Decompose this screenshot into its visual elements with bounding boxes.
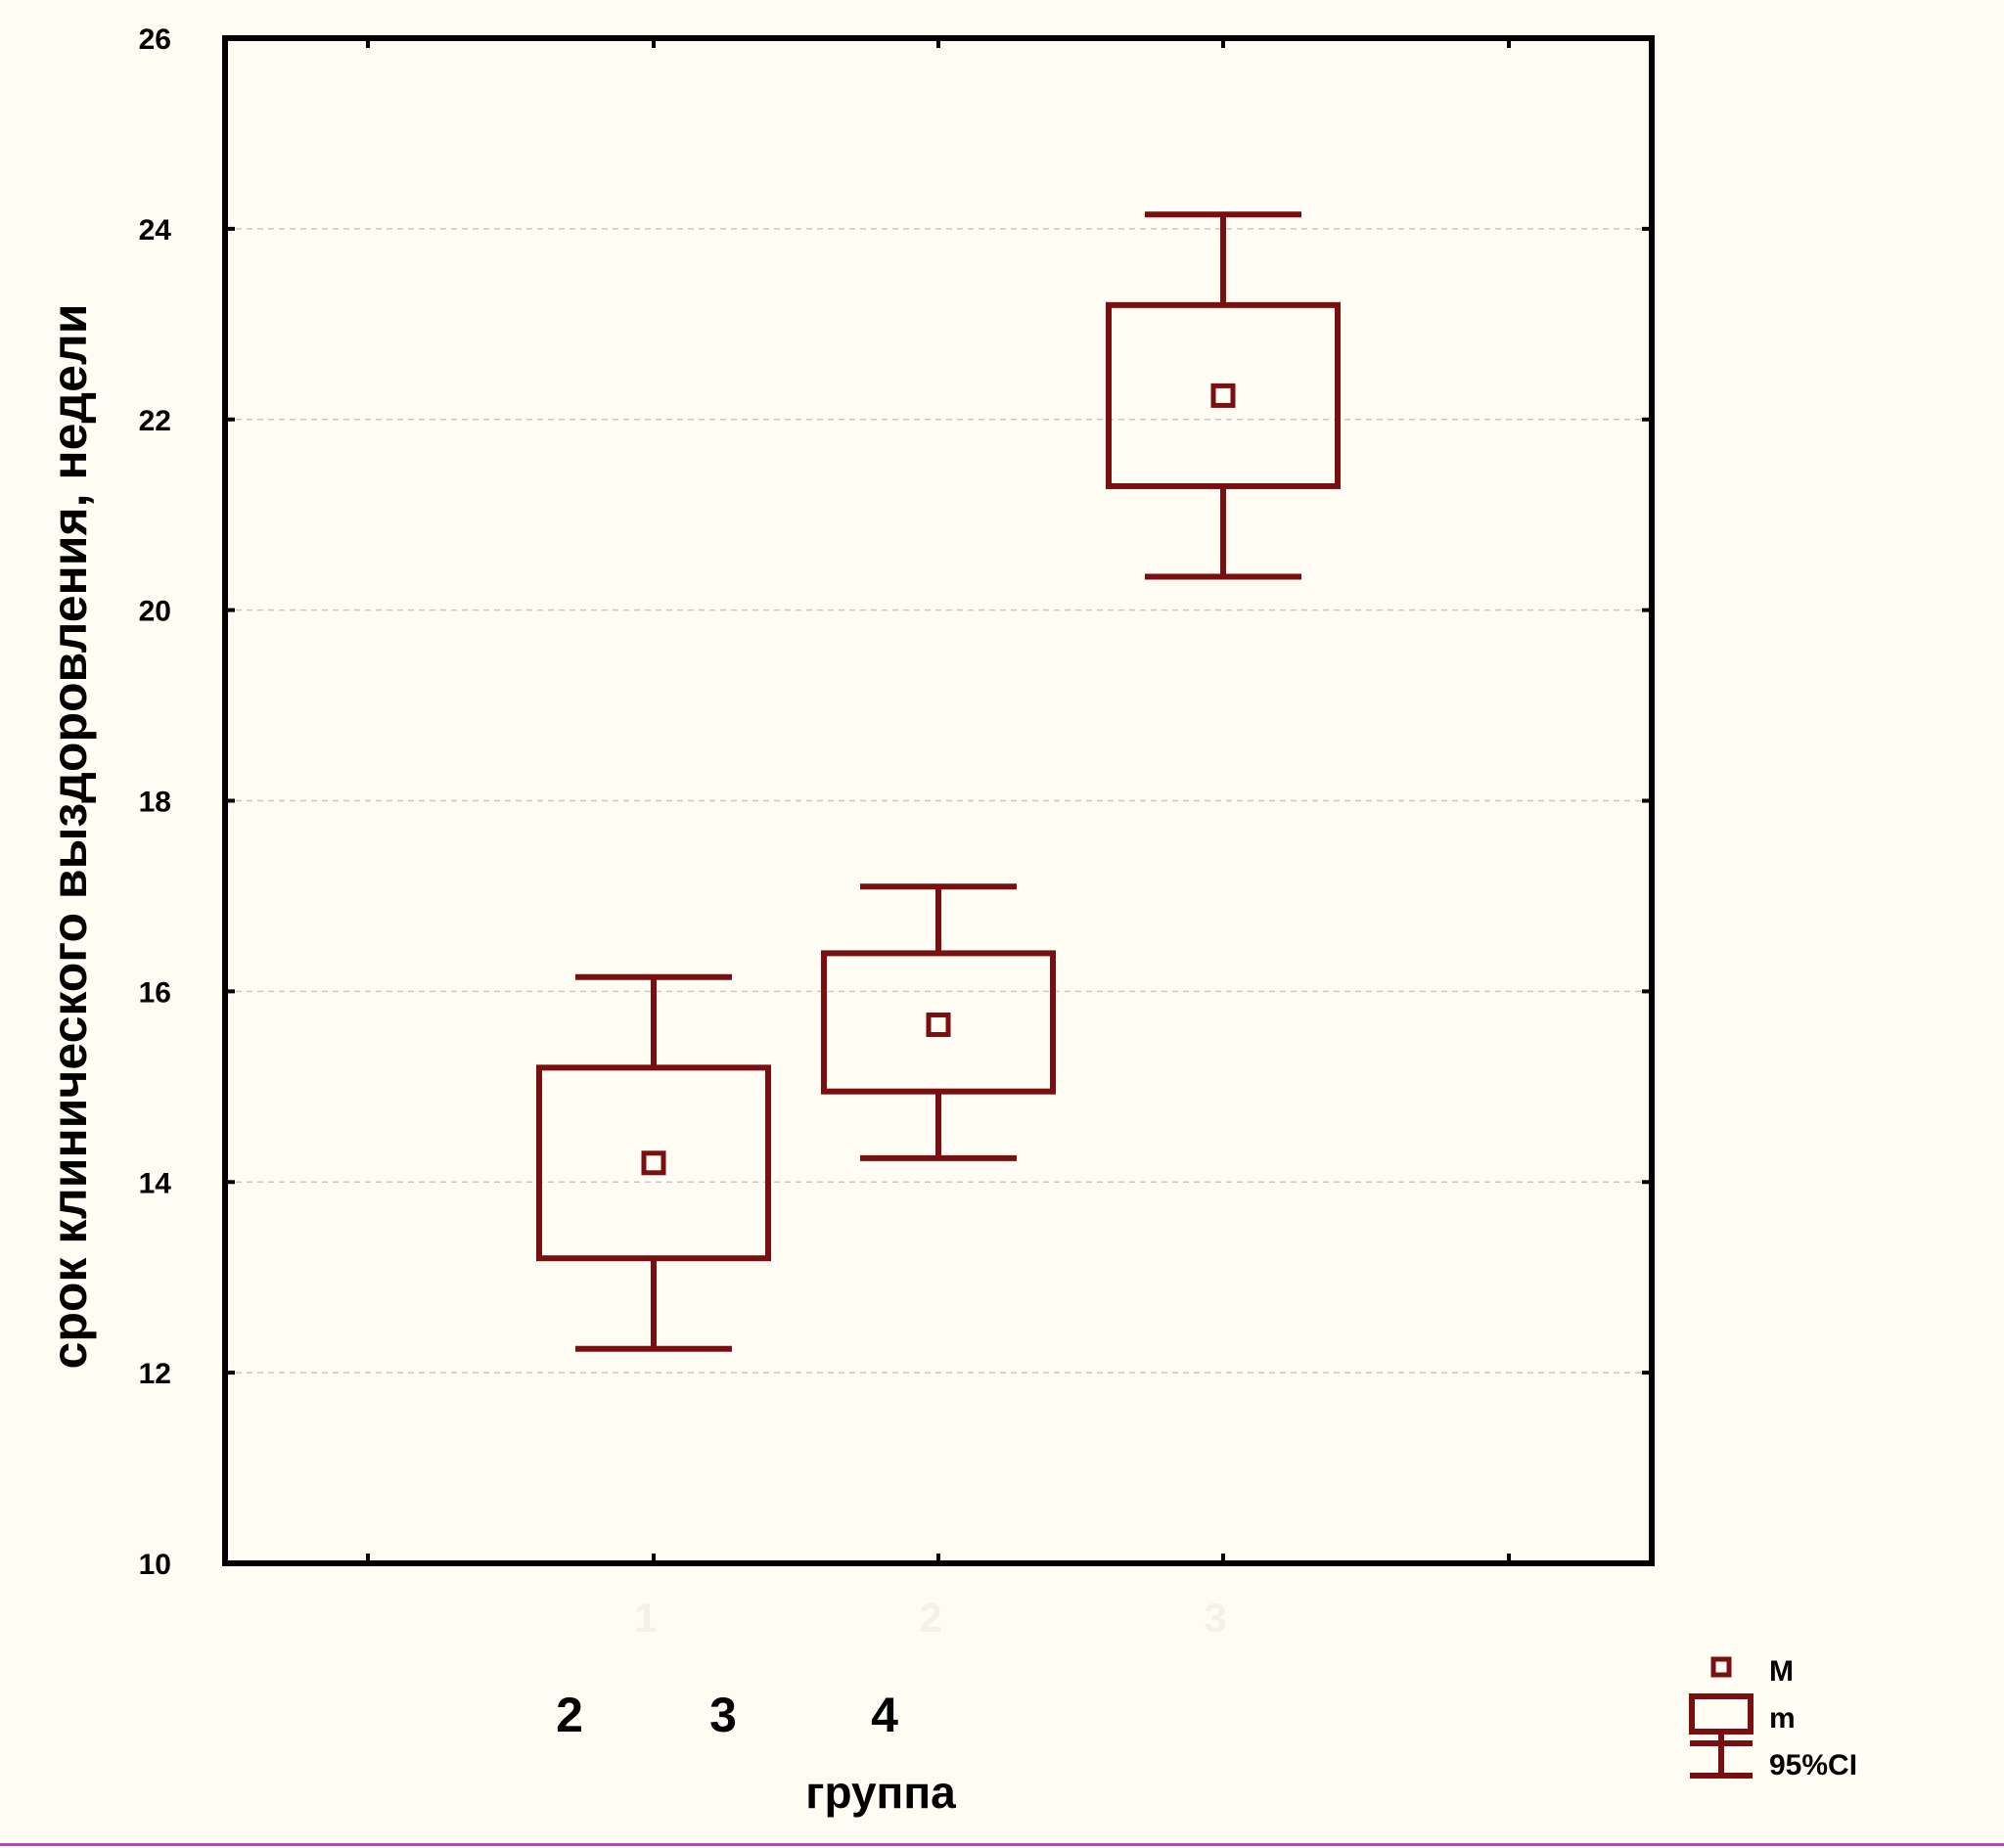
y-tick-label: 26 xyxy=(139,23,171,56)
x-extra-label: 4 xyxy=(871,1688,898,1742)
mean-marker xyxy=(641,1150,666,1176)
y-tick-label: 12 xyxy=(139,1358,171,1390)
y-tick-label: 22 xyxy=(139,405,171,437)
box-mean-se xyxy=(1106,301,1341,489)
bottom-border-line xyxy=(0,1843,2004,1846)
box-mean-se xyxy=(821,950,1056,1095)
legend-label-ci: 95%CI xyxy=(1769,1749,1857,1781)
y-tick-label: 10 xyxy=(139,1549,171,1581)
y-axis-label: срок клинического выздоровления, недели xyxy=(42,304,97,1370)
grid-lines xyxy=(225,228,1652,1374)
y-tick-label: 20 xyxy=(139,596,171,628)
y-axis-ticks: 10 12 14 16 18 20 22 24 26 xyxy=(139,23,1652,1581)
x-extra-label: 2 xyxy=(556,1688,583,1742)
y-tick-label: 24 xyxy=(139,214,172,247)
x-tick-label: 1 xyxy=(634,1595,657,1641)
y-tick-label: 16 xyxy=(139,976,171,1009)
y-tick-label: 14 xyxy=(139,1167,172,1199)
series-group-1 xyxy=(536,973,771,1352)
mean-marker xyxy=(1210,383,1236,408)
y-tick-label: 18 xyxy=(139,787,171,819)
mean-marker xyxy=(926,1012,951,1037)
legend-mean-marker xyxy=(1710,1656,1732,1678)
x-axis-label: группа xyxy=(805,1767,956,1818)
legend: M m 95%CI xyxy=(1689,1655,1857,1781)
x-extra-label: 3 xyxy=(709,1688,737,1742)
x-tick-label: 3 xyxy=(1204,1595,1226,1641)
box-mean-se xyxy=(536,1064,771,1262)
legend-label-box: m xyxy=(1769,1702,1796,1735)
legend-box-marker xyxy=(1689,1693,1754,1735)
x-extra-labels: 2 3 4 xyxy=(556,1688,898,1742)
series-boxes xyxy=(536,211,1341,1352)
series-group-3 xyxy=(1106,211,1341,580)
x-axis-ticks: 1 2 3 xyxy=(366,38,1511,1641)
series-group-2 xyxy=(821,883,1056,1161)
x-tick-label: 2 xyxy=(919,1595,941,1641)
legend-label-mean: M xyxy=(1769,1655,1794,1688)
